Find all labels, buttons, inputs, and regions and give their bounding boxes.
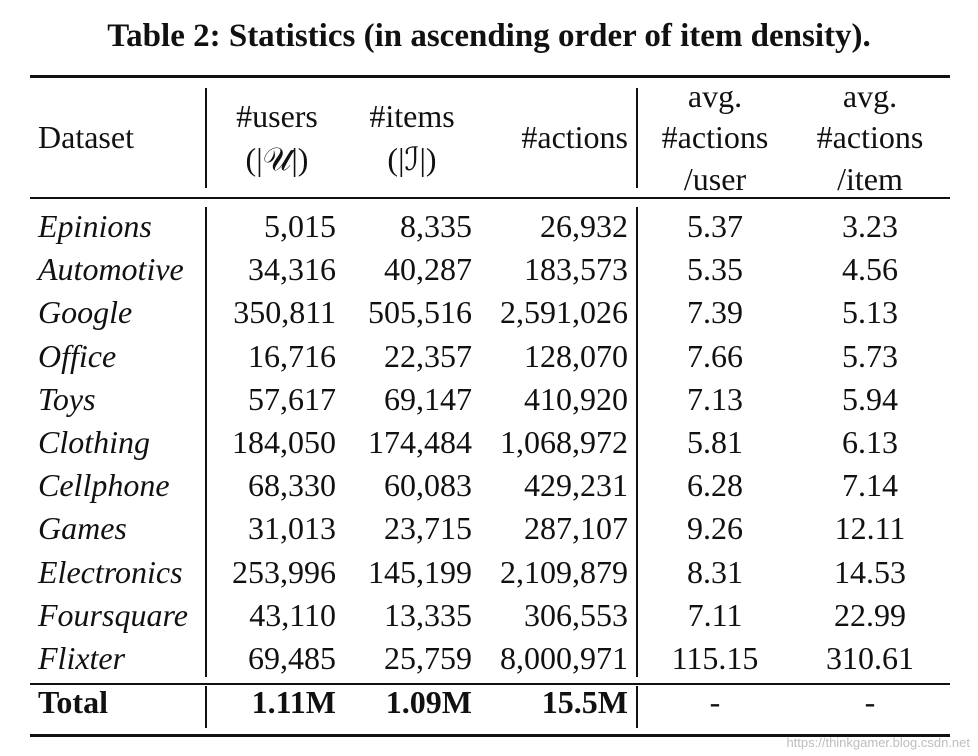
dataset-col-separator xyxy=(205,88,207,188)
row-users: 69,485 xyxy=(248,640,336,676)
row-avg-actions-item: 7.14 xyxy=(842,467,898,504)
total-actions: 15.5M xyxy=(541,684,628,720)
row-actions: 183,573 xyxy=(524,251,628,288)
row-actions: 2,591,026 xyxy=(500,294,628,331)
total-avg-actions-user: - xyxy=(709,684,721,720)
row-users: 68,330 xyxy=(248,467,336,504)
header-avg-actions-user-l3: /user xyxy=(683,161,747,197)
actions-col-separator xyxy=(636,88,638,188)
row-avg-actions-user: 7.66 xyxy=(687,337,743,374)
row-items: 505,516 xyxy=(368,294,472,331)
row-users: 184,050 xyxy=(232,424,336,460)
header-actions: #actions xyxy=(521,119,628,155)
row-items: 13,335 xyxy=(384,596,472,633)
header-items-symbol: (|ℐ|) xyxy=(387,141,437,177)
row-avg-actions-user: 7.39 xyxy=(687,294,743,331)
row-dataset: Toys xyxy=(38,380,96,417)
table-caption: Table 2: Statistics (in ascending order … xyxy=(107,18,871,54)
row-users: 16,716 xyxy=(248,337,336,374)
row-avg-actions-item: 5.73 xyxy=(842,337,898,374)
header-avg-actions-item-l1: avg. xyxy=(842,78,898,114)
row-actions: 2,109,879 xyxy=(500,553,628,590)
total-rule xyxy=(30,683,950,685)
row-items: 40,287 xyxy=(384,251,472,288)
row-users: 57,617 xyxy=(248,380,336,417)
total-avg-actions-item: - xyxy=(864,684,876,720)
row-avg-actions-user: 6.28 xyxy=(687,467,743,504)
dataset-col-separator xyxy=(205,686,207,728)
total-dataset: Total xyxy=(38,684,108,720)
row-items: 145,199 xyxy=(368,553,472,590)
header-rule xyxy=(30,197,950,199)
header-items: #items xyxy=(369,98,455,134)
watermark: https://thinkgamer.blog.csdn.net xyxy=(786,735,970,750)
row-avg-actions-item: 4.56 xyxy=(842,251,898,288)
header-dataset: Dataset xyxy=(38,119,134,155)
row-avg-actions-item: 12.11 xyxy=(834,510,906,547)
row-avg-actions-user: 5.37 xyxy=(687,208,743,244)
header-users: #users xyxy=(236,98,318,134)
row-actions: 8,000,971 xyxy=(500,640,628,676)
header-avg-actions-user-l1: avg. xyxy=(687,78,743,114)
row-dataset: Google xyxy=(38,294,133,331)
row-avg-actions-user: 9.26 xyxy=(687,510,743,547)
actions-col-separator xyxy=(636,686,638,728)
row-dataset: Foursquare xyxy=(38,596,188,633)
row-actions: 306,553 xyxy=(524,596,628,633)
row-users: 34,316 xyxy=(248,251,336,288)
row-dataset: Clothing xyxy=(38,424,151,460)
row-items: 8,335 xyxy=(400,208,472,244)
row-items: 25,759 xyxy=(384,640,472,676)
row-avg-actions-item: 14.53 xyxy=(834,553,906,590)
row-actions: 26,932 xyxy=(540,208,628,244)
total-users: 1.11M xyxy=(251,684,336,720)
header-avg-actions-item-l2: #actions xyxy=(816,119,924,155)
row-actions: 410,920 xyxy=(524,380,628,417)
row-users: 31,013 xyxy=(248,510,336,547)
row-dataset: Flixter xyxy=(38,640,126,676)
row-users: 350,811 xyxy=(233,294,336,331)
row-avg-actions-user: 115.15 xyxy=(671,640,759,676)
row-users: 253,996 xyxy=(232,553,336,590)
row-dataset: Epinions xyxy=(38,208,152,244)
row-avg-actions-item: 22.99 xyxy=(834,596,906,633)
row-actions: 1,068,972 xyxy=(500,424,628,460)
row-avg-actions-user: 7.13 xyxy=(687,380,743,417)
row-avg-actions-item: 3.23 xyxy=(842,208,898,244)
row-avg-actions-item: 310.61 xyxy=(826,640,914,676)
row-avg-actions-item: 5.13 xyxy=(842,294,898,331)
header-avg-actions-user-l2: #actions xyxy=(661,119,769,155)
row-avg-actions-item: 5.94 xyxy=(842,380,898,417)
row-items: 60,083 xyxy=(384,467,472,504)
row-users: 43,110 xyxy=(249,596,336,633)
row-actions: 128,070 xyxy=(524,337,628,374)
row-dataset: Cellphone xyxy=(38,467,170,504)
row-avg-actions-item: 6.13 xyxy=(842,424,898,460)
row-avg-actions-user: 8.31 xyxy=(687,553,743,590)
top-rule xyxy=(30,75,950,78)
row-dataset: Office xyxy=(38,337,117,374)
row-avg-actions-user: 7.11 xyxy=(687,596,743,633)
row-dataset: Games xyxy=(38,510,127,547)
dataset-col-separator xyxy=(205,207,207,677)
header-avg-actions-item-l3: /item xyxy=(837,161,903,197)
row-items: 174,484 xyxy=(368,424,472,460)
row-items: 69,147 xyxy=(384,380,472,417)
row-items: 22,357 xyxy=(384,337,472,374)
row-dataset: Automotive xyxy=(38,251,184,288)
row-dataset: Electronics xyxy=(38,553,183,590)
row-avg-actions-user: 5.35 xyxy=(687,251,743,288)
row-items: 23,715 xyxy=(384,510,472,547)
total-items: 1.09M xyxy=(385,684,472,720)
row-actions: 287,107 xyxy=(524,510,628,547)
bottom-rule xyxy=(30,734,950,737)
row-actions: 429,231 xyxy=(524,467,628,504)
header-users-symbol: (|𝒰|) xyxy=(245,141,309,177)
row-avg-actions-user: 5.81 xyxy=(687,424,743,460)
actions-col-separator xyxy=(636,207,638,677)
row-users: 5,015 xyxy=(264,208,336,244)
